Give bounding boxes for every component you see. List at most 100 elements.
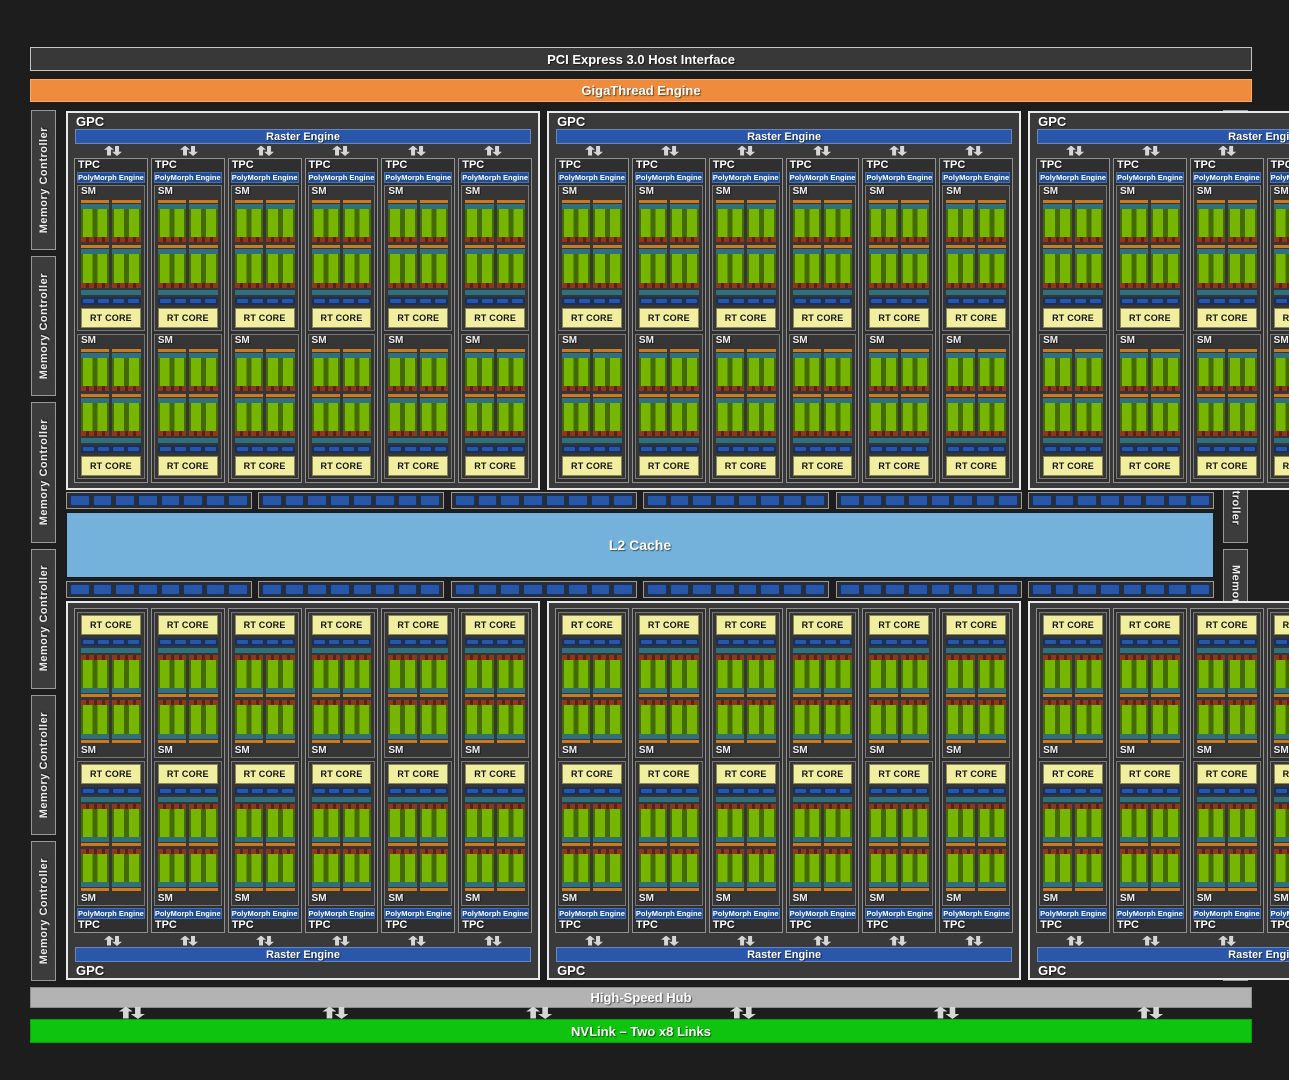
core-array [562, 402, 591, 431]
core-array [747, 705, 776, 734]
core-array [1151, 357, 1180, 386]
texture-unit-segment [885, 297, 899, 304]
core-base-bar [593, 431, 622, 436]
core-array [189, 808, 218, 837]
sm-label: SM [638, 186, 654, 197]
core-array [266, 209, 295, 238]
core-array [388, 808, 417, 837]
polymorph-engine-badge: PolyMorph Engine [307, 908, 376, 919]
texture-unit-segment [342, 446, 356, 452]
core-base-bar [562, 431, 591, 436]
core-base-bar [234, 385, 264, 391]
core-base-bar [638, 237, 668, 243]
core-column [266, 848, 295, 892]
core-row [1194, 803, 1260, 848]
sm-label: SM [1119, 186, 1135, 197]
core-base-bar [1151, 700, 1180, 706]
texture-unit-segment [1074, 446, 1088, 452]
divider-orange-bar [1151, 348, 1180, 352]
updown-arrows-icon [1066, 145, 1084, 156]
rt-core-block: RT CORE [869, 763, 930, 784]
texture-unit-segment [915, 297, 929, 304]
core-base-bar [562, 237, 591, 243]
core-row [1040, 392, 1106, 437]
arrow-up-icon [180, 935, 191, 946]
core-column [311, 803, 340, 847]
divider-orange-bar [1273, 348, 1289, 352]
core-cap-bar [157, 352, 187, 358]
texture-units-bar [311, 296, 372, 305]
core-cap-bar [670, 688, 699, 694]
connector-segment [420, 495, 440, 506]
core-base-bar [266, 431, 295, 436]
updown-arrows-icon [322, 1006, 348, 1019]
core-row [559, 347, 625, 392]
core-base-bar [1043, 385, 1072, 391]
core-cap-bar [1196, 733, 1226, 739]
core-row [309, 699, 375, 744]
rt-core-block: RT CORE [869, 615, 930, 635]
core-base-bar [157, 803, 187, 809]
core-column [496, 244, 526, 288]
core-base-bar [747, 385, 776, 391]
texture-unit-segment [639, 446, 653, 452]
shared-memory-bar [638, 648, 699, 653]
core-cap-bar [419, 397, 449, 403]
core-cap-bar [715, 688, 745, 694]
texture-unit-segment [1120, 446, 1134, 452]
core-base-bar [638, 282, 668, 288]
divider-orange-bar [157, 888, 187, 891]
core-cap-bar [81, 733, 110, 739]
arrow-down-icon [264, 936, 274, 946]
core-base-bar [234, 237, 264, 243]
core-row [866, 347, 932, 392]
core-column [824, 348, 853, 391]
core-column [977, 348, 1007, 391]
connector-segment [930, 495, 951, 506]
core-base-bar [792, 848, 822, 854]
divider-orange-bar [342, 739, 372, 743]
divider-orange-bar [112, 842, 141, 846]
core-cap-bar [715, 204, 745, 209]
arrow-down-icon [334, 1007, 348, 1019]
core-column [266, 803, 295, 847]
shared-memory-bar [638, 438, 699, 443]
tpc-arrows-row [68, 144, 538, 157]
core-cap-bar [419, 688, 449, 694]
core-array [946, 660, 975, 689]
core-row [559, 699, 625, 744]
core-cap-bar [946, 249, 975, 255]
core-array [977, 705, 1007, 734]
core-row [309, 392, 375, 437]
texture-units-bar [81, 445, 141, 453]
core-row [309, 848, 375, 893]
core-row [1271, 803, 1289, 848]
core-base-bar [562, 700, 591, 706]
core-cap-bar [593, 733, 622, 739]
texture-unit-segment [669, 297, 683, 304]
texture-unit-segment [684, 446, 698, 452]
shared-memory-bar [1196, 796, 1257, 802]
sm-label: SM [869, 744, 885, 756]
core-cap-bar [81, 352, 110, 358]
polymorph-engine-badge: PolyMorph Engine [77, 172, 145, 183]
core-column [747, 655, 776, 698]
core-array [638, 660, 668, 689]
texture-unit-segment [250, 297, 264, 304]
core-cap-bar [342, 397, 372, 403]
arrow-up-icon [484, 145, 495, 156]
core-array [670, 402, 699, 431]
updown-arrows-icon [965, 935, 983, 946]
core-row [559, 243, 625, 288]
rt-core-block: RT CORE [792, 763, 853, 784]
core-cap-bar [1196, 204, 1226, 209]
core-cap-bar [234, 352, 264, 358]
texture-unit-segment [1120, 787, 1134, 794]
core-cap-bar [342, 204, 372, 209]
core-cap-bar [900, 352, 930, 358]
core-row [636, 803, 702, 848]
